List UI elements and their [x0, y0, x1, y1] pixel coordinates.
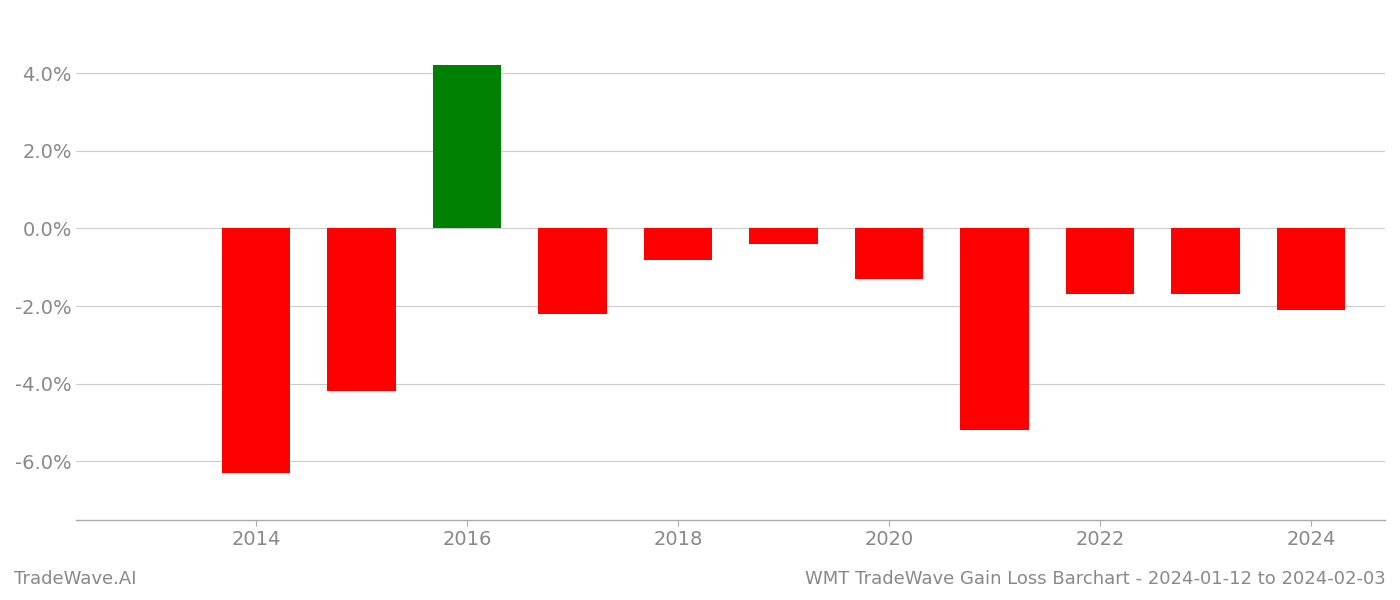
Bar	[1277, 229, 1345, 310]
Bar	[960, 229, 1029, 430]
Bar	[1172, 229, 1240, 295]
Text: TradeWave.AI: TradeWave.AI	[14, 570, 137, 588]
Bar	[644, 229, 713, 260]
Bar	[221, 229, 290, 473]
Bar	[749, 229, 818, 244]
Bar	[1065, 229, 1134, 295]
Bar	[538, 229, 606, 314]
Bar	[328, 229, 396, 391]
Text: WMT TradeWave Gain Loss Barchart - 2024-01-12 to 2024-02-03: WMT TradeWave Gain Loss Barchart - 2024-…	[805, 570, 1386, 588]
Bar	[433, 65, 501, 229]
Bar	[855, 229, 924, 279]
